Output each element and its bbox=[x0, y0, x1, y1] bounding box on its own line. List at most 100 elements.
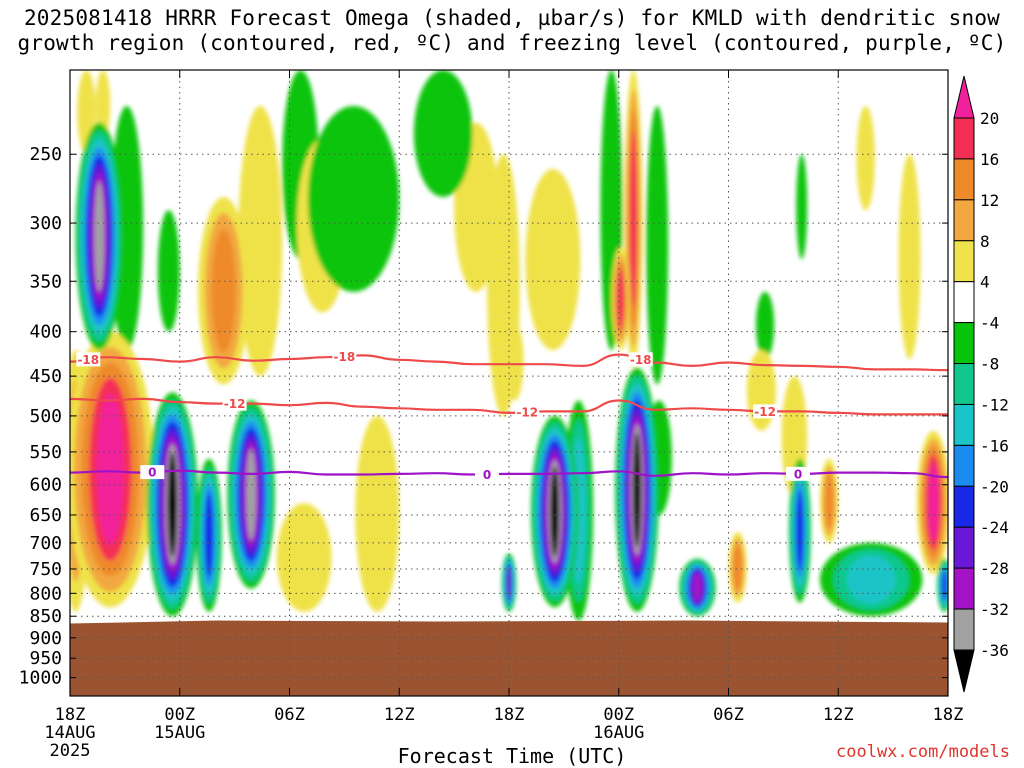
omega-band bbox=[205, 493, 213, 578]
omega-feature bbox=[307, 105, 400, 292]
colorbar-label: 8 bbox=[980, 232, 990, 251]
omega-band bbox=[167, 451, 178, 557]
contour-label: -12 bbox=[754, 405, 776, 419]
x-tick-label: 00Z bbox=[164, 705, 195, 725]
colorbar-over-triangle bbox=[953, 75, 975, 119]
x-tick-label: 16AUG bbox=[593, 723, 644, 743]
omega-band bbox=[617, 268, 625, 330]
colorbar-bin bbox=[953, 158, 975, 201]
x-tick-label: 2025 bbox=[50, 741, 91, 761]
omega-feature bbox=[728, 531, 747, 603]
omega-feature bbox=[525, 169, 581, 351]
colorbar-label: 4 bbox=[980, 273, 990, 292]
omega-band bbox=[487, 154, 520, 416]
colorbar-label: -16 bbox=[980, 436, 1009, 455]
x-tick-label: 18Z bbox=[55, 705, 86, 725]
colorbar-bin bbox=[953, 485, 975, 528]
colorbar-bin bbox=[953, 363, 975, 405]
omega-band bbox=[94, 181, 105, 292]
omega-band bbox=[95, 70, 111, 139]
colorbar-label: -24 bbox=[980, 518, 1009, 537]
contour-label: 0 bbox=[483, 468, 491, 482]
y-tick-label: 550 bbox=[29, 442, 62, 463]
y-tick-label: 950 bbox=[29, 648, 62, 669]
colorbar-label: 16 bbox=[980, 150, 999, 169]
contour-label: 0 bbox=[794, 467, 802, 481]
omega-feature bbox=[819, 542, 923, 617]
omega-band bbox=[942, 570, 947, 600]
contour-label: -12 bbox=[224, 397, 246, 411]
omega-feature bbox=[937, 558, 948, 612]
colorbar-bin bbox=[953, 608, 975, 651]
colorbar-label: -4 bbox=[980, 314, 999, 333]
omega-feature bbox=[146, 392, 199, 617]
omega-band bbox=[355, 415, 400, 612]
omega-feature bbox=[615, 367, 659, 612]
contour-label: 0 bbox=[148, 466, 156, 480]
colorbar-label: -36 bbox=[980, 641, 1009, 660]
contour-label-bg bbox=[76, 352, 101, 367]
omega-feature bbox=[611, 247, 630, 351]
x-tick-label: 14AUG bbox=[44, 723, 95, 743]
x-tick-label: 18Z bbox=[933, 705, 964, 725]
omega-feature bbox=[819, 458, 839, 543]
y-tick-label: 800 bbox=[29, 583, 62, 604]
y-tick-label: 750 bbox=[29, 559, 62, 580]
contour-label-bg bbox=[753, 404, 778, 419]
temperature-contours: -18 -18 -18 -12 -12 -12 0 0 0 bbox=[70, 349, 948, 482]
colorbar-bin bbox=[953, 240, 975, 283]
colorbar-bin bbox=[953, 403, 975, 446]
colorbar-bin bbox=[953, 199, 975, 242]
contour-label: -18 bbox=[334, 350, 356, 364]
colorbar-bin bbox=[953, 322, 975, 365]
omega-band bbox=[824, 473, 834, 529]
y-tick-label: 300 bbox=[29, 213, 62, 234]
omega-feature bbox=[276, 503, 332, 612]
y-tick-label: 350 bbox=[29, 271, 62, 292]
chart-title-line-2: growth region (contoured, red, ºC) and f… bbox=[17, 31, 1007, 55]
omega-feature bbox=[413, 70, 473, 198]
omega-feature bbox=[788, 458, 811, 603]
omega-feature bbox=[238, 105, 283, 377]
y-tick-label: 250 bbox=[29, 144, 62, 165]
omega-feature bbox=[898, 154, 921, 359]
omega-band bbox=[96, 393, 124, 546]
y-tick-label: 600 bbox=[29, 475, 62, 496]
omega-feature bbox=[755, 291, 775, 359]
contour-label-bg bbox=[332, 349, 357, 364]
omega-band bbox=[238, 105, 283, 377]
omega-feature bbox=[227, 400, 275, 589]
colorbar-bin bbox=[953, 444, 975, 487]
colorbar-label: -12 bbox=[980, 395, 1009, 414]
omega-band bbox=[846, 555, 896, 604]
x-tick-label: 15AUG bbox=[154, 723, 205, 743]
omega-band bbox=[693, 573, 702, 602]
omega-feature bbox=[530, 415, 579, 608]
omega-band bbox=[633, 432, 642, 547]
contour-label-bg bbox=[140, 465, 165, 480]
contour-label-bg bbox=[475, 467, 500, 482]
colorbar-bin bbox=[953, 526, 975, 569]
omega-band bbox=[276, 503, 332, 612]
colorbar-label: -28 bbox=[980, 559, 1009, 578]
chart-title-line-1: 2025081418 HRRR Forecast Omega (shaded, … bbox=[23, 6, 1001, 30]
contour-label-bg bbox=[786, 466, 811, 481]
y-tick-label: 1000 bbox=[19, 668, 62, 689]
omega-band bbox=[755, 291, 775, 359]
y-tick-label: 650 bbox=[29, 505, 62, 526]
contour-label: -18 bbox=[630, 353, 652, 367]
x-tick-label: 12Z bbox=[384, 705, 415, 725]
omega-feature bbox=[487, 154, 520, 416]
contour-label-bg bbox=[222, 396, 247, 411]
omega-feature bbox=[679, 558, 716, 617]
snow-growth-contour bbox=[70, 353, 948, 372]
omega-feature bbox=[916, 430, 948, 574]
contour-label-bg bbox=[628, 352, 653, 367]
site-credit: coolwx.com/models bbox=[836, 742, 1010, 762]
axes: 2503003504004505005506006507007508008509… bbox=[19, 70, 964, 761]
omega-feature bbox=[646, 105, 669, 385]
omega-band bbox=[157, 210, 180, 332]
omega-band bbox=[796, 154, 808, 260]
plot-area bbox=[70, 70, 948, 696]
y-tick-label: 400 bbox=[29, 322, 62, 343]
